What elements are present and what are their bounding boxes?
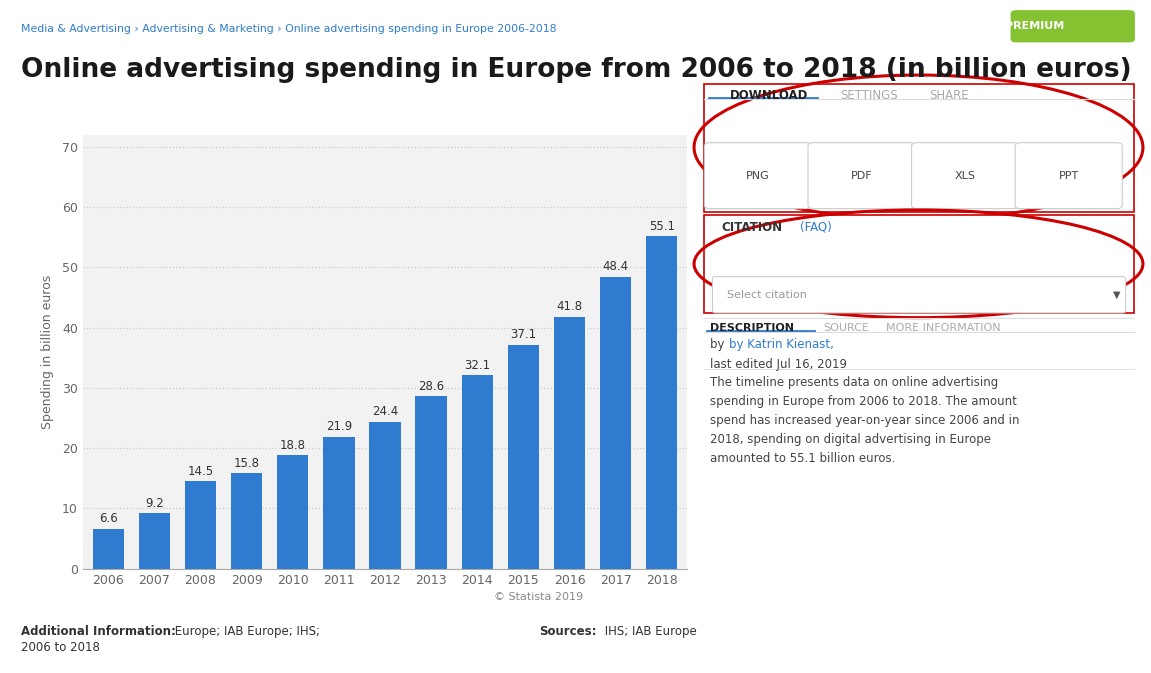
Text: Media & Advertising › Advertising & Marketing › Online advertising spending in E: Media & Advertising › Advertising & Mark… [21,24,556,34]
Bar [369,421,401,569]
Bar [138,513,170,569]
Y-axis label: Spending in billion euros: Spending in billion euros [40,275,54,429]
Text: 55.1: 55.1 [649,220,674,233]
Text: last edited Jul 16, 2019: last edited Jul 16, 2019 [710,358,847,371]
Text: XLS: XLS [954,171,976,180]
Bar [462,375,493,569]
Text: 21.9: 21.9 [326,420,352,433]
Text: by Katrin Kienast,: by Katrin Kienast, [729,338,833,351]
Text: PNG: PNG [746,171,770,180]
Text: © Statista 2019: © Statista 2019 [494,592,584,602]
Text: Europe; IAB Europe; IHS;: Europe; IAB Europe; IHS; [171,625,320,637]
Text: DOWNLOAD: DOWNLOAD [730,89,808,102]
Text: ▼: ▼ [1113,290,1120,299]
Text: SOURCE: SOURCE [823,323,869,333]
Text: 28.6: 28.6 [418,380,444,392]
Text: PREMIUM: PREMIUM [1005,22,1064,31]
Text: 41.8: 41.8 [556,300,582,313]
Bar [416,396,447,569]
Text: (FAQ): (FAQ) [800,221,832,234]
Text: Additional Information:: Additional Information: [21,625,176,637]
Text: CITATION: CITATION [722,221,783,234]
Text: DESCRIPTION: DESCRIPTION [710,323,794,333]
Bar [508,345,539,569]
Text: PDF: PDF [851,171,872,180]
Text: 37.1: 37.1 [510,328,536,341]
Text: 15.8: 15.8 [234,457,260,470]
Text: The timeline presents data on online advertising
spending in Europe from 2006 to: The timeline presents data on online adv… [710,376,1020,464]
Text: 14.5: 14.5 [188,464,214,478]
Text: IHS; IAB Europe: IHS; IAB Europe [601,625,696,637]
Bar [600,277,632,569]
Text: 9.2: 9.2 [145,497,163,509]
Bar [231,473,262,569]
Text: +: + [1119,19,1133,34]
Bar [277,456,308,569]
Text: PPT: PPT [1059,171,1078,180]
Text: Select citation: Select citation [727,290,807,299]
Text: 48.4: 48.4 [603,260,628,273]
Bar [185,481,216,569]
Text: SETTINGS: SETTINGS [840,89,898,102]
Text: 24.4: 24.4 [372,405,398,418]
Bar [646,236,678,569]
Bar [323,437,355,569]
Text: Online advertising spending in Europe from 2006 to 2018 (in billion euros): Online advertising spending in Europe fr… [21,57,1131,83]
Text: 18.8: 18.8 [280,439,306,452]
Text: SHARE: SHARE [929,89,968,102]
Text: 6.6: 6.6 [99,512,117,525]
Bar [554,317,585,569]
Text: 32.1: 32.1 [464,359,490,371]
Bar [92,529,124,569]
Text: 2006 to 2018: 2006 to 2018 [21,641,100,654]
Text: MORE INFORMATION: MORE INFORMATION [886,323,1001,333]
Text: Sources:: Sources: [539,625,596,637]
Text: by: by [710,338,729,351]
